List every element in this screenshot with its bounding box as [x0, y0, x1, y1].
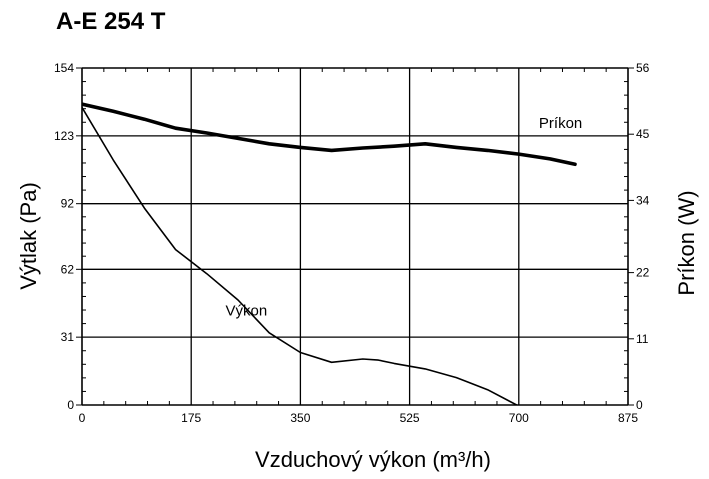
- y-tick-label: 154: [54, 61, 74, 75]
- y2-tick-label: 56: [636, 61, 650, 75]
- y-tick-label: 62: [61, 262, 75, 276]
- series-line-vykon: [82, 106, 519, 405]
- x-tick-label: 875: [618, 411, 638, 425]
- y2-tick-label: 45: [636, 127, 650, 141]
- series-label-vykon: Výkon: [226, 302, 268, 319]
- series-line-prikon: [82, 102, 577, 167]
- x-tick-label: 0: [79, 411, 86, 425]
- x-axis-label: Vzduchový výkon (m³/h): [255, 447, 491, 472]
- y2-axis-label: Príkon (W): [674, 190, 699, 295]
- y-tick-label: 31: [61, 330, 75, 344]
- y-axis-label: Výtlak (Pa): [16, 182, 41, 290]
- y-tick-label: 0: [67, 398, 74, 412]
- y2-tick-label: 11: [636, 332, 649, 346]
- y-tick-label: 123: [54, 129, 74, 143]
- grid-layer: [76, 67, 634, 406]
- y2-tick-label: 0: [636, 398, 643, 412]
- y-tick-label: 92: [61, 197, 75, 211]
- series-layer: Výkon Príkon: [82, 102, 582, 405]
- x-tick-label: 175: [181, 411, 201, 425]
- y2-tick-label: 34: [636, 193, 650, 207]
- series-label-prikon: Príkon: [539, 115, 582, 132]
- chart-title: A-E 254 T: [56, 8, 166, 35]
- y2-tick-label: 22: [636, 266, 650, 280]
- x-tick-label: 700: [509, 411, 529, 425]
- x-tick-label: 525: [400, 411, 420, 425]
- x-tick-label: 350: [290, 411, 310, 425]
